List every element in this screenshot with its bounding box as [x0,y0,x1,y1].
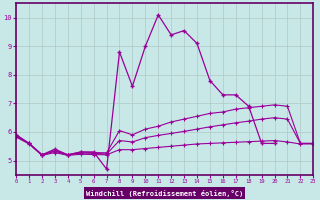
X-axis label: Windchill (Refroidissement éolien,°C): Windchill (Refroidissement éolien,°C) [86,190,243,197]
